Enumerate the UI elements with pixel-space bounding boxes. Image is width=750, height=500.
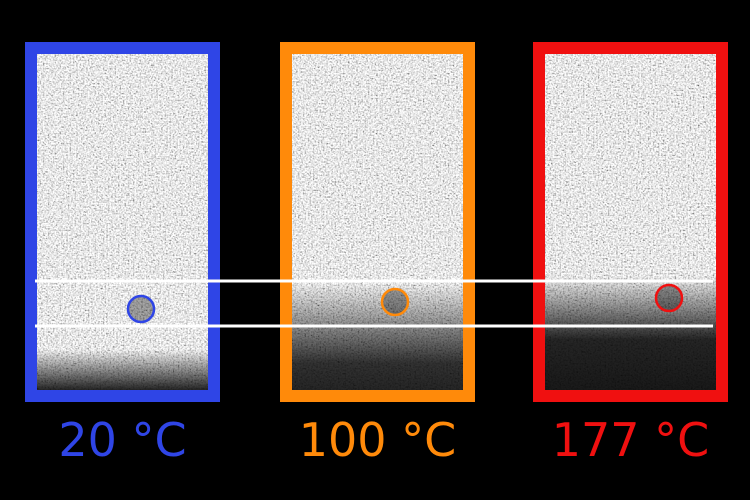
panel: 100 °C xyxy=(280,42,475,467)
panels: 20 °C 100 °C 177 °C xyxy=(25,42,728,467)
shadow xyxy=(292,54,463,390)
marker-circle xyxy=(654,283,684,313)
panel: 177 °C xyxy=(533,42,728,467)
marker-circle xyxy=(126,294,156,324)
frame xyxy=(280,42,475,402)
shadow xyxy=(545,54,716,390)
shadow xyxy=(37,54,208,390)
panel-label: 20 °C xyxy=(58,413,186,467)
panel-label: 177 °C xyxy=(552,413,710,467)
frame xyxy=(533,42,728,402)
panel-label: 100 °C xyxy=(299,413,457,467)
panel: 20 °C xyxy=(25,42,220,467)
frame xyxy=(25,42,220,402)
marker-circle xyxy=(380,287,410,317)
